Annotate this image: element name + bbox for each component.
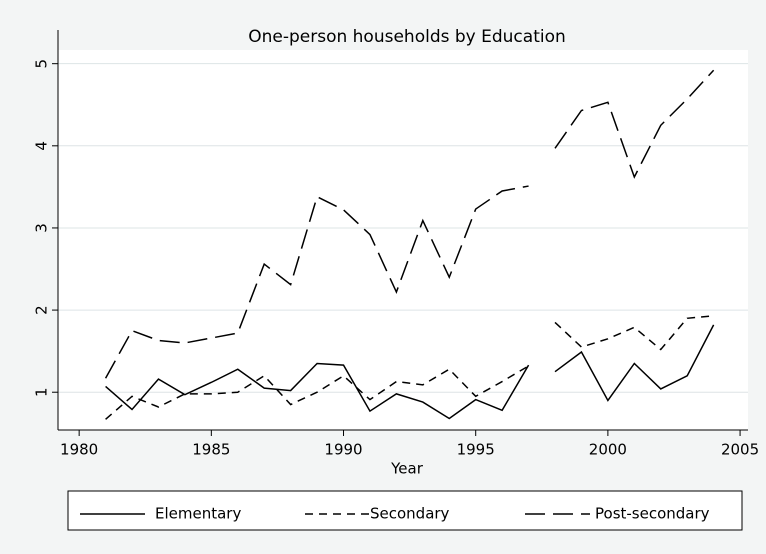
x-tick-label: 1985 — [192, 441, 230, 459]
y-tick-label: 4 — [33, 141, 51, 151]
x-tick-label: 2005 — [721, 441, 759, 459]
chart-title: One-person households by Education — [248, 27, 566, 47]
legend-label: Elementary — [155, 505, 241, 523]
x-tick-label: 2000 — [589, 441, 627, 459]
x-tick-label: 1990 — [324, 441, 362, 459]
y-tick-label: 5 — [33, 59, 51, 69]
plot-area — [58, 50, 748, 430]
line-series — [104, 69, 715, 379]
y-tick-label: 1 — [33, 387, 51, 397]
line-series — [105, 315, 714, 420]
legend-label: Post-secondary — [595, 505, 710, 523]
legend-label: Secondary — [370, 505, 450, 523]
x-tick-label: 1980 — [60, 441, 98, 459]
line-series — [105, 324, 715, 420]
y-tick-label: 3 — [33, 223, 51, 233]
x-axis-title: Year — [390, 460, 424, 478]
legend — [67, 490, 743, 531]
x-tick-label: 1995 — [457, 441, 495, 459]
y-tick-label: 2 — [33, 305, 51, 315]
